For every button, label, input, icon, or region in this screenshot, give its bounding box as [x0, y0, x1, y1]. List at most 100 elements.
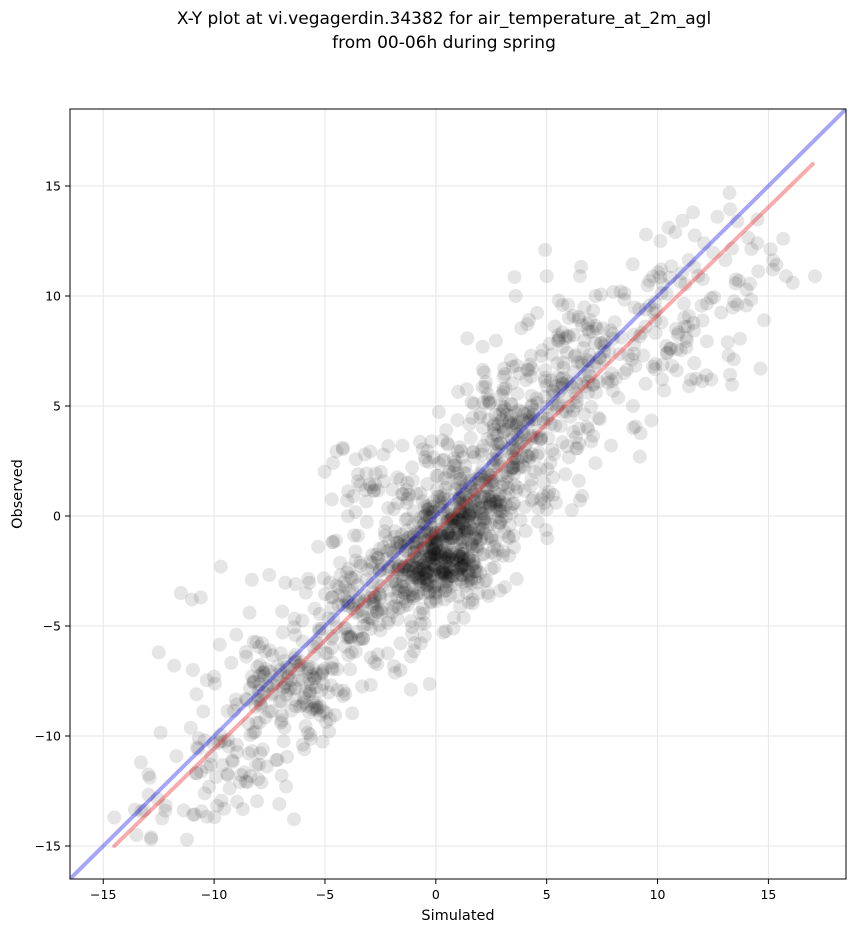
- scatter-point: [455, 558, 470, 573]
- scatter-point: [476, 472, 491, 487]
- scatter-point: [587, 358, 602, 373]
- scatter-point: [632, 329, 647, 344]
- scatter-point: [315, 666, 330, 680]
- scatter-point: [427, 551, 442, 566]
- scatter-point: [537, 390, 552, 404]
- scatter-point: [280, 666, 294, 680]
- scatter-point: [442, 549, 457, 564]
- scatter-point: [551, 397, 566, 412]
- scatter-point: [406, 545, 421, 560]
- scatter-point: [387, 529, 402, 544]
- scatter-point: [428, 584, 443, 598]
- scatter-point: [627, 337, 642, 352]
- scatter-point: [532, 445, 546, 460]
- scatter-point: [504, 461, 519, 476]
- scatter-point: [663, 341, 677, 356]
- scatter-point: [295, 737, 310, 752]
- scatter-point: [244, 669, 259, 684]
- scatter-point: [305, 702, 320, 717]
- scatter-point: [580, 316, 595, 331]
- scatter-point: [402, 487, 417, 502]
- scatter-point: [569, 376, 584, 391]
- scatter-point: [443, 530, 458, 545]
- scatter-point: [153, 725, 168, 740]
- scatter-point: [272, 797, 287, 812]
- scatter-point: [382, 534, 397, 549]
- scatter-point: [428, 557, 443, 572]
- scatter-point: [435, 560, 450, 575]
- scatter-point: [456, 498, 471, 513]
- scatter-point: [576, 341, 591, 355]
- scatter-point: [577, 407, 592, 422]
- scatter-point: [412, 515, 426, 530]
- scatter-point: [399, 483, 414, 498]
- scatter-point: [186, 807, 201, 822]
- scatter-point: [585, 324, 600, 339]
- scatter-point: [464, 395, 479, 410]
- scatter-point: [434, 565, 448, 580]
- scatter-point: [511, 403, 526, 418]
- scatter-point: [256, 665, 271, 679]
- y-tick-label: −15: [35, 839, 61, 854]
- scatter-point: [421, 532, 436, 547]
- scatter-point: [213, 728, 228, 742]
- scatter-point: [632, 302, 647, 317]
- scatter-point: [494, 452, 508, 467]
- scatter-point: [480, 519, 495, 534]
- scatter-point: [439, 423, 454, 438]
- scatter-point: [438, 568, 453, 583]
- scatter-point: [808, 269, 822, 284]
- scatter-point: [513, 513, 528, 528]
- scatter-point: [202, 779, 216, 794]
- scatter-point: [255, 665, 270, 680]
- scatter-point: [370, 657, 385, 672]
- scatter-point: [671, 325, 686, 340]
- scatter-point: [428, 586, 443, 601]
- scatter-point: [604, 438, 618, 453]
- scatter-point: [331, 598, 346, 612]
- scatter-point: [461, 551, 476, 566]
- scatter-point: [305, 661, 320, 676]
- scatter-point: [413, 510, 428, 525]
- scatter-point: [371, 550, 386, 565]
- scatter-point: [396, 579, 411, 594]
- scatter-point: [465, 592, 480, 607]
- scatter-point: [452, 490, 467, 505]
- scatter-point: [556, 360, 571, 375]
- scatter-point: [426, 542, 441, 557]
- scatter-point: [339, 594, 354, 608]
- scatter-point: [547, 319, 562, 334]
- scatter-point: [639, 227, 653, 242]
- scatter-point: [588, 289, 603, 303]
- scatter-point: [553, 419, 568, 434]
- scatter-point: [501, 487, 516, 502]
- scatter-point: [449, 525, 464, 540]
- fit-line: [112, 162, 815, 848]
- scatter-point: [441, 536, 456, 551]
- scatter-point: [422, 550, 437, 565]
- scatter-point: [377, 524, 392, 539]
- scatter-point: [476, 439, 491, 453]
- scatter-point: [584, 434, 599, 449]
- scatter-point: [478, 380, 493, 395]
- scatter-point: [510, 480, 525, 495]
- scatter-point: [453, 440, 467, 455]
- scatter-point: [376, 540, 391, 555]
- scatter-point: [496, 424, 511, 439]
- scatter-point: [438, 554, 453, 569]
- scatter-point: [412, 605, 427, 620]
- scatter-point: [262, 643, 277, 658]
- scatter-point: [459, 523, 474, 538]
- scatter-point: [686, 315, 701, 330]
- scatter-point: [474, 489, 489, 504]
- scatter-point: [204, 749, 219, 764]
- scatter-point: [241, 746, 256, 761]
- scatter-point: [638, 376, 653, 391]
- scatter-point: [363, 444, 378, 459]
- scatter-point: [452, 472, 467, 487]
- scatter-point: [476, 395, 491, 410]
- scatter-point: [721, 348, 736, 363]
- scatter-point: [647, 295, 662, 310]
- scatter-point: [213, 559, 228, 574]
- scatter-point: [251, 692, 266, 707]
